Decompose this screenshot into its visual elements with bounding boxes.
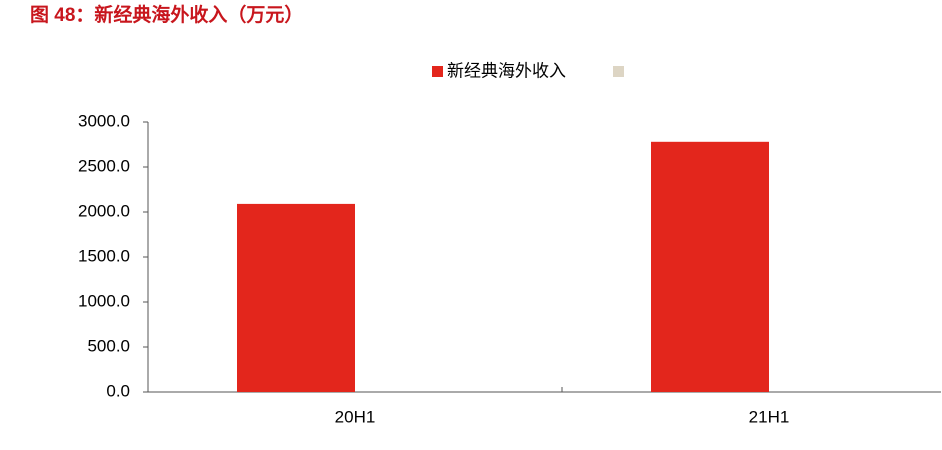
bar — [651, 141, 769, 392]
y-tick-label: 2000.0 — [78, 201, 130, 220]
y-tick-label: 1500.0 — [78, 246, 130, 265]
x-tick-label: 20H1 — [335, 407, 376, 426]
bar — [237, 203, 355, 392]
x-tick-label: 21H1 — [749, 407, 790, 426]
chart-title: 图 48：新经典海外收入（万元） — [30, 3, 303, 26]
legend-label: 新经典海外收入 — [447, 61, 566, 80]
y-tick-label: 1000.0 — [78, 291, 130, 310]
legend-swatch-empty — [613, 66, 624, 77]
y-tick-label: 500.0 — [87, 336, 130, 355]
y-tick-label: 2500.0 — [78, 156, 130, 175]
y-tick-label: 0.0 — [106, 381, 130, 400]
legend-swatch — [432, 66, 443, 77]
y-tick-label: 3000.0 — [78, 111, 130, 130]
